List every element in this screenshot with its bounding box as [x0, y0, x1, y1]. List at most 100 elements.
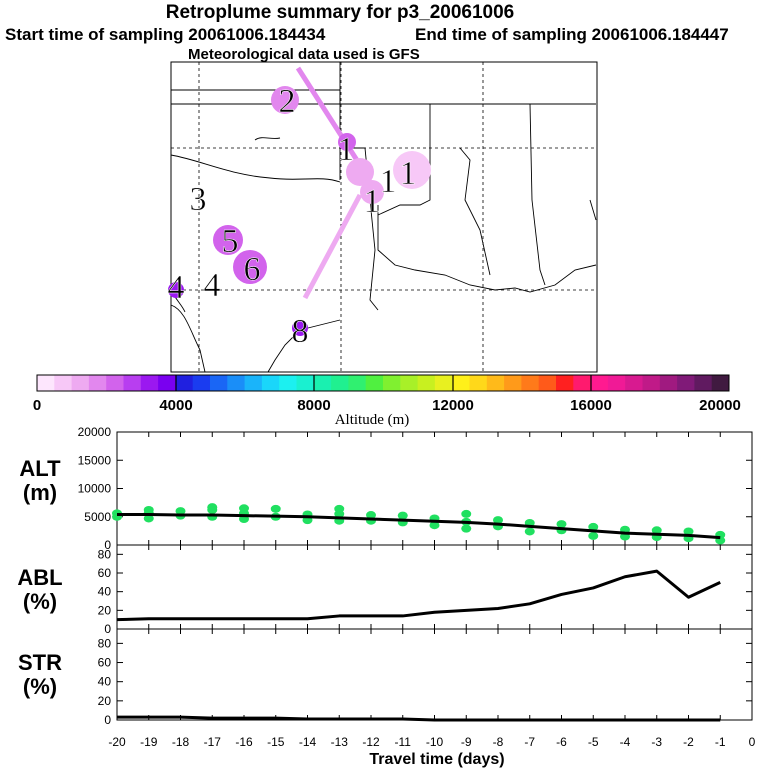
- colorbar-swatch: [590, 375, 609, 391]
- plume-label: 4: [168, 269, 185, 306]
- alt-series-line: [117, 512, 721, 540]
- particle-point: [556, 520, 567, 529]
- plume-labels: 2 1 1 1 1 3 5 6 4 4 8: [167, 83, 417, 351]
- x-tick-label: 0: [749, 735, 756, 749]
- colorbar-swatch: [106, 375, 124, 391]
- plume-marker: [271, 86, 299, 114]
- alt-panel-title: ALT: [19, 456, 61, 481]
- particle-point: [588, 531, 599, 540]
- colorbar-swatch: [192, 375, 211, 391]
- particle-point: [461, 524, 472, 533]
- colorbar-swatch: [227, 375, 245, 391]
- x-tick-label: -6: [556, 735, 567, 749]
- colorbar-swatch: [607, 375, 626, 391]
- abl-panel-unit: (%): [23, 589, 57, 614]
- colorbar-swatch: [434, 375, 453, 391]
- colorbar-swatch: [140, 375, 159, 391]
- plume-marker: [393, 151, 431, 189]
- colorbar-swatch: [71, 375, 90, 391]
- plume-label: 6: [244, 251, 261, 288]
- abl-panel-title: ABL: [17, 565, 62, 590]
- plume-label: 4: [204, 267, 221, 304]
- panel-frame: [116, 544, 753, 630]
- y-tick-label: 15000: [78, 453, 112, 467]
- map-panel: 2 1 1 1 1 3 5 6 4 4 8: [167, 61, 598, 373]
- colorbar-swatch: [261, 375, 280, 391]
- plume-marker: [168, 282, 184, 298]
- x-tick-label: -2: [683, 735, 694, 749]
- colorbar-tick-label: 0: [33, 397, 41, 414]
- x-tick-label: -11: [395, 735, 412, 749]
- colorbar-swatch: [54, 375, 72, 391]
- colorbar-swatch: [659, 375, 678, 391]
- plume-label: 1: [380, 163, 397, 200]
- x-tick-label: -12: [362, 735, 380, 749]
- x-tick-label: -9: [461, 735, 472, 749]
- panel-abl: 0 20 40 60 80: [98, 544, 753, 636]
- colorbar-swatch: [88, 375, 107, 391]
- plume-label: 3: [190, 181, 207, 218]
- panel-str: 0 20 40 60 80: [98, 628, 753, 727]
- colorbar-tick-label: 12000: [432, 397, 474, 414]
- colorbar-swatch: [37, 375, 55, 391]
- colorbar-swatch: [504, 375, 522, 391]
- y-tick-label: 20: [98, 603, 112, 617]
- plume-markers: [168, 86, 431, 336]
- y-tick-label: 10000: [78, 482, 112, 496]
- colorbar-swatch: [694, 375, 713, 391]
- map-borders: [170, 62, 597, 373]
- colorbar-tick-label: 4000: [159, 397, 192, 414]
- particle-point: [683, 527, 694, 536]
- particle-point: [397, 511, 408, 520]
- particle-point: [429, 521, 440, 530]
- x-tick-label: -4: [620, 735, 631, 749]
- x-axis-label: Travel time (days): [369, 751, 504, 768]
- x-tick-label: -1: [715, 735, 726, 749]
- particle-point: [270, 504, 281, 513]
- colorbar-swatch: [348, 375, 367, 391]
- colorbar-tick-label: 8000: [297, 397, 330, 414]
- colorbar-swatch: [417, 375, 436, 391]
- colorbar-swatch: [625, 375, 643, 391]
- colorbar-swatch: [556, 375, 574, 391]
- plume-marker: [213, 225, 243, 255]
- colorbar-swatch: [469, 375, 488, 391]
- colorbar-swatch: [711, 375, 730, 391]
- x-tick-label: -14: [299, 735, 317, 749]
- y-tick-label: 60: [98, 656, 112, 670]
- panel-alt: 0 5000 10000 15000 20000: [78, 425, 753, 552]
- colorbar-swatch: [123, 375, 142, 391]
- colorbar-swatch: [279, 375, 297, 391]
- y-tick-label: 80: [98, 636, 112, 650]
- y-tick-label: 60: [98, 566, 112, 580]
- plume-marker: [292, 320, 308, 336]
- altitude-colorbar: [36, 374, 730, 392]
- particle-point: [461, 509, 472, 518]
- y-tick-label: 20000: [78, 425, 112, 439]
- x-tick-label: -18: [172, 735, 190, 749]
- x-tick-labels: -20 -19 -18 -17 -16 -15 -14 -13 -12 -11 -10 -9 -8 -7-…: [108, 735, 755, 749]
- colorbar-tick-label: 16000: [570, 397, 612, 414]
- colorbar-swatch: [452, 375, 470, 391]
- particle-point: [207, 503, 218, 512]
- plume-label: 2: [279, 83, 296, 120]
- x-tick-label: -17: [204, 735, 222, 749]
- x-tick-label: -5: [588, 735, 599, 749]
- colorbar-swatch: [642, 375, 661, 391]
- colorbar-swatch: [210, 375, 228, 391]
- plume-marker: [233, 250, 267, 284]
- panel-frame: [116, 628, 753, 721]
- x-tick-label: -19: [140, 735, 158, 749]
- particle-point: [493, 516, 503, 525]
- colorbar-swatch: [175, 375, 194, 391]
- plume-marker: [360, 180, 384, 204]
- y-tick-label: 5000: [84, 510, 111, 524]
- x-tick-label: -13: [331, 735, 349, 749]
- alt-panel-unit: (m): [23, 480, 57, 505]
- colorbar-swatch: [296, 375, 315, 391]
- particle-point: [143, 505, 154, 514]
- colorbar-swatch: [573, 375, 591, 391]
- x-tick-label: -8: [493, 735, 504, 749]
- colorbar-swatch: [365, 375, 384, 391]
